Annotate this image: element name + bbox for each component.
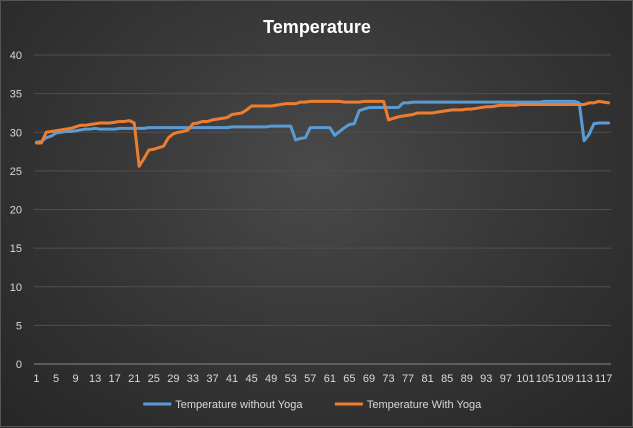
x-tick-label: 33 <box>187 373 199 385</box>
y-tick-label: 5 <box>16 320 22 332</box>
x-tick-label: 49 <box>265 373 277 385</box>
y-tick-label: 15 <box>10 243 22 255</box>
x-tick-label: 21 <box>128 373 140 385</box>
x-axis-ticks: 1 5 9 13 17 21 25 29 33 37 41 45 49 53 57 61 65 69 73 77 81 8… <box>33 373 612 385</box>
x-tick-label: 13 <box>89 373 101 385</box>
legend: Temperature without Yoga Temperature With… <box>143 399 482 411</box>
y-tick-label: 10 <box>10 282 22 294</box>
x-tick-label: 89 <box>461 373 473 385</box>
x-tick-label: 85 <box>441 373 453 385</box>
legend-label: Temperature With Yoga <box>367 399 482 411</box>
x-tick-label: 105 <box>536 373 554 385</box>
x-tick-label: 9 <box>73 373 79 385</box>
y-tick-label: 20 <box>10 205 22 217</box>
x-tick-label: 45 <box>245 373 257 385</box>
x-tick-label: 101 <box>516 373 534 385</box>
x-tick-label: 37 <box>206 373 218 385</box>
series-line-2 <box>34 99 611 168</box>
x-tick-label: 53 <box>285 373 297 385</box>
x-tick-label: 93 <box>480 373 492 385</box>
x-tick-label: 81 <box>422 373 434 385</box>
x-tick-label: 17 <box>109 373 121 385</box>
y-axis-ticks: 0 5 10 15 20 25 30 35 40 <box>10 50 22 371</box>
x-tick-label: 5 <box>53 373 59 385</box>
y-tick-label: 35 <box>10 89 22 101</box>
y-tick-label: 0 <box>16 359 22 371</box>
x-tick-label: 25 <box>148 373 160 385</box>
y-tick-label: 30 <box>10 127 22 139</box>
series-line-1 <box>34 99 611 144</box>
x-tick-label: 109 <box>555 373 573 385</box>
y-tick-label: 25 <box>10 166 22 178</box>
x-tick-label: 73 <box>382 373 394 385</box>
x-tick-label: 61 <box>324 373 336 385</box>
x-tick-label: 113 <box>575 373 593 385</box>
x-tick-label: 117 <box>595 373 613 385</box>
series-lines <box>34 99 611 168</box>
x-tick-label: 1 <box>33 373 39 385</box>
x-tick-label: 97 <box>500 373 512 385</box>
x-tick-label: 65 <box>343 373 355 385</box>
chart-title: Temperature <box>263 17 371 37</box>
x-tick-label: 77 <box>402 373 414 385</box>
x-tick-label: 57 <box>304 373 316 385</box>
x-tick-label: 69 <box>363 373 375 385</box>
x-tick-label: 29 <box>167 373 179 385</box>
legend-label: Temperature without Yoga <box>175 399 303 411</box>
gridlines <box>34 54 611 365</box>
y-tick-label: 40 <box>10 50 22 62</box>
x-tick-label: 41 <box>226 373 238 385</box>
